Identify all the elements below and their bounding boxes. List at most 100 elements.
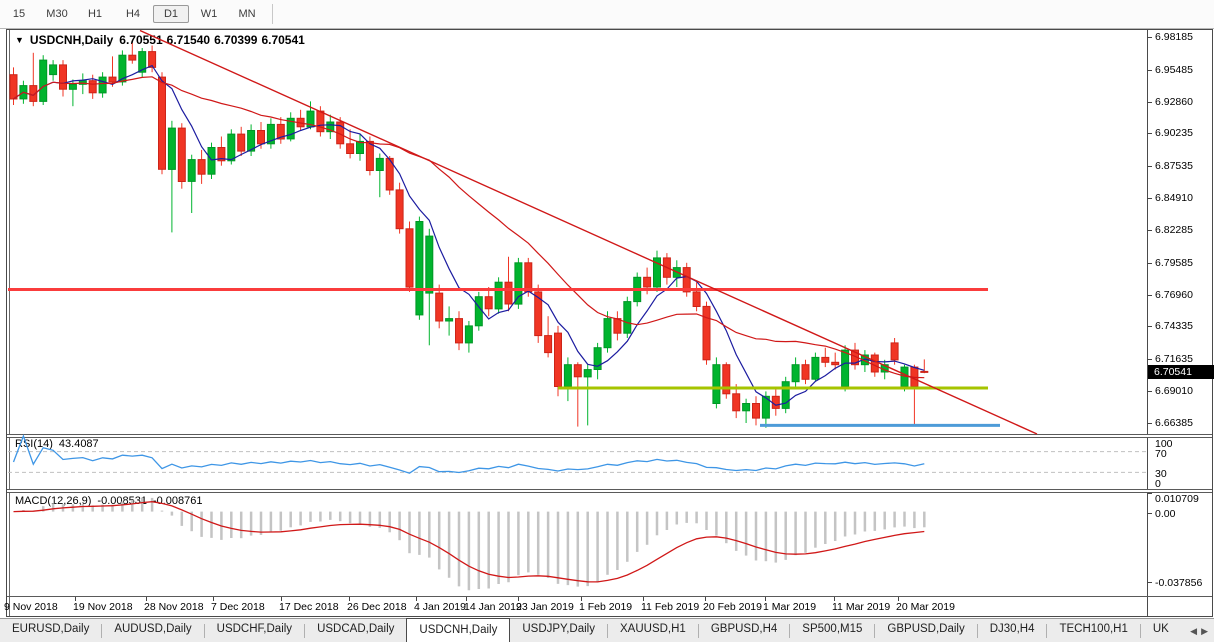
price-axis-label: 6.95485 xyxy=(1155,64,1193,76)
date-axis-label: 28 Nov 2018 xyxy=(144,601,204,613)
chart-tab-usdcnh-daily[interactable]: USDCNH,Daily xyxy=(406,618,511,642)
date-tick-mark xyxy=(898,597,899,601)
date-tick-mark xyxy=(466,597,467,601)
price-tick-mark xyxy=(1147,70,1152,71)
date-tick-mark xyxy=(75,597,76,601)
date-axis-label: 23 Jan 2019 xyxy=(516,601,574,613)
date-axis-label: 20 Feb 2019 xyxy=(703,601,762,613)
macd-axis-label: 0.010709 xyxy=(1155,493,1199,505)
date-axis-label: 4 Jan 2019 xyxy=(414,601,466,613)
date-axis-label: 17 Dec 2018 xyxy=(279,601,339,613)
macd-axis-label: -0.037856 xyxy=(1155,577,1203,589)
price-tick-mark xyxy=(1147,166,1152,167)
price-axis-label: 6.92860 xyxy=(1155,96,1193,108)
pane-separator-rsi-macd[interactable] xyxy=(7,489,1212,493)
price-tick-mark xyxy=(1147,133,1152,134)
date-tick-mark xyxy=(349,597,350,601)
chart-tab-tech100-h1[interactable]: TECH100,H1 xyxy=(1059,623,1128,635)
chart-menu-caret-icon[interactable]: ▼ xyxy=(15,35,24,45)
price-axis-label: 6.79585 xyxy=(1155,257,1193,269)
timeframe-button-h1[interactable]: H1 xyxy=(87,8,103,20)
price-axis-label: 6.82285 xyxy=(1155,224,1193,236)
date-axis-label: 1 Feb 2019 xyxy=(579,601,633,613)
price-tick-mark xyxy=(1147,391,1152,392)
macd-axis-label: 0.00 xyxy=(1155,508,1176,520)
date-tick-mark xyxy=(146,597,147,601)
price-tick-mark xyxy=(1147,102,1152,103)
tab-separator xyxy=(203,624,205,638)
tab-separator xyxy=(304,624,306,638)
timeframe-button-d1[interactable]: D1 xyxy=(153,5,189,23)
chart-tab-sp500-m15[interactable]: SP500,M15 xyxy=(802,623,863,635)
date-axis-label: 11 Feb 2019 xyxy=(641,601,700,613)
tab-separator xyxy=(1139,624,1141,638)
price-tick-mark xyxy=(1147,198,1152,199)
price-axis-label: 6.76960 xyxy=(1155,289,1193,301)
price-axis-label: 6.74335 xyxy=(1155,320,1193,332)
ohlc-open: 6.70551 xyxy=(119,33,163,47)
date-tick-mark xyxy=(281,597,282,601)
rsi-name: RSI(14) xyxy=(15,438,53,450)
price-axis-label: 6.69010 xyxy=(1155,385,1193,397)
chart-tab-eurusd-daily[interactable]: EURUSD,Daily xyxy=(12,623,90,635)
chart-tab-bar: EURUSD,Daily AUDUSD,Daily USDCHF,Daily USDC… xyxy=(0,618,1214,642)
macd-signal-value: -0.008761 xyxy=(152,495,203,507)
chart-tab-gbpusd-h4[interactable]: GBPUSD,H4 xyxy=(710,623,778,635)
ohlc-close: 6.70541 xyxy=(261,33,305,47)
date-axis-line xyxy=(7,596,1212,597)
price-tick-mark xyxy=(1147,359,1152,360)
tab-separator xyxy=(976,624,978,638)
chart-tab-usdjpy-daily[interactable]: USDJPY,Daily xyxy=(522,623,595,635)
price-axis-label: 6.87535 xyxy=(1155,160,1193,172)
date-tick-mark xyxy=(643,597,644,601)
price-tick-mark xyxy=(1147,326,1152,327)
date-tick-mark xyxy=(6,597,7,601)
price-axis-label: 6.71635 xyxy=(1155,353,1193,365)
chart-tab-gbpusd-daily[interactable]: GBPUSD,Daily xyxy=(887,623,965,635)
tab-separator xyxy=(607,624,608,638)
date-tick-mark xyxy=(518,597,519,601)
timeframe-button-mn[interactable]: MN xyxy=(238,8,256,20)
date-tick-mark xyxy=(581,597,582,601)
pane-separator-main-rsi[interactable] xyxy=(7,434,1212,438)
chart-tab-usdcad-daily[interactable]: USDCAD,Daily xyxy=(317,623,395,635)
chart-tab-xauusd-h1[interactable]: XAUUSD,H1 xyxy=(620,623,686,635)
current-price-badge: 6.70541 xyxy=(1148,365,1214,379)
rsi-value: 43.4087 xyxy=(58,438,99,450)
chart-tab-dj30-h4[interactable]: DJ30,H4 xyxy=(989,623,1035,635)
price-tick-mark xyxy=(1147,295,1152,296)
date-tick-mark xyxy=(765,597,766,601)
price-axis-label: 6.90235 xyxy=(1155,127,1193,139)
price-axis-label: 6.66385 xyxy=(1155,417,1193,429)
price-axis-label: 6.98185 xyxy=(1155,31,1193,43)
rsi-axis-label: 100 xyxy=(1155,438,1173,450)
price-tick-mark xyxy=(1147,230,1152,231)
chart-title[interactable]: ▼ USDCNH,Daily 6.70551 6.71540 6.70399 6… xyxy=(15,33,305,47)
chart-tab-uk[interactable]: UK xyxy=(1152,623,1169,635)
chart-tab-audusd-daily[interactable]: AUDUSD,Daily xyxy=(114,623,192,635)
timeframe-button-h4[interactable]: H4 xyxy=(125,8,141,20)
timeframe-button-m30[interactable]: M30 xyxy=(46,8,68,20)
rsi-axis-label: 30 xyxy=(1155,468,1167,480)
ohlc-high: 6.71540 xyxy=(166,33,211,47)
date-axis-label: 19 Nov 2018 xyxy=(73,601,133,613)
date-tick-mark xyxy=(705,597,706,601)
macd-tick-mark xyxy=(1147,493,1152,494)
rsi-axis-label: 0 xyxy=(1155,478,1161,490)
tab-separator xyxy=(1046,624,1048,638)
timeframe-button-15[interactable]: 15 xyxy=(12,8,26,20)
chart-window[interactable]: ▼ USDCNH,Daily 6.70551 6.71540 6.70399 6… xyxy=(4,29,1214,617)
rsi-axis-label: 70 xyxy=(1155,448,1167,460)
date-axis-label: 26 Dec 2018 xyxy=(347,601,407,613)
toolbar-separator xyxy=(272,4,273,24)
tab-scroll-left-icon[interactable]: ◀ xyxy=(1190,625,1198,636)
price-axis-label: 6.84910 xyxy=(1155,192,1193,204)
tab-scroll-right-icon[interactable]: ▶ xyxy=(1201,625,1208,636)
timeframe-button-w1[interactable]: W1 xyxy=(200,8,218,20)
price-tick-mark xyxy=(1147,37,1152,38)
chart-tab-usdchf-daily[interactable]: USDCHF,Daily xyxy=(216,623,293,635)
date-axis-label: 14 Jan 2019 xyxy=(464,601,522,613)
tab-separator xyxy=(101,624,103,638)
chart-symbol: USDCNH,Daily xyxy=(29,33,114,47)
rsi-label: RSI(14) 43.4087 xyxy=(15,438,99,450)
